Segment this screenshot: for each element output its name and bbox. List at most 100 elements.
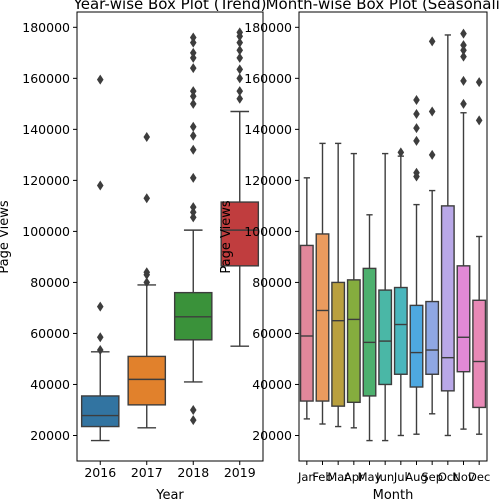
outlier-point — [189, 130, 197, 141]
outlier-point — [413, 95, 420, 106]
y-tick-label: 120000 — [244, 173, 292, 188]
y-tick-label: 100000 — [22, 224, 70, 239]
box-Nov — [456, 28, 471, 430]
outlier-point — [460, 28, 467, 39]
chart-title: Month-wise Box Plot (Seasonality) — [266, 0, 500, 13]
y-tick-label: 140000 — [244, 122, 292, 137]
y-tick-label: 20000 — [30, 428, 70, 443]
box-2018 — [173, 32, 213, 426]
iqr-box — [127, 355, 167, 406]
outlier-point — [236, 93, 244, 104]
outlier-point — [413, 123, 420, 134]
outlier-point — [236, 27, 244, 38]
outlier-point — [96, 301, 104, 312]
axes-frame — [298, 11, 488, 462]
iqr-box — [299, 244, 314, 402]
iqr-box — [331, 281, 346, 407]
outlier-point — [236, 64, 244, 75]
iqr-box — [220, 201, 260, 267]
outlier-point — [460, 98, 467, 109]
outlier-point — [189, 32, 197, 43]
outlier-point — [428, 36, 436, 47]
x-tick-label: Dec — [468, 470, 490, 484]
box-2019 — [220, 27, 260, 347]
box-May — [362, 214, 377, 442]
outlier-point — [428, 149, 436, 160]
outlier-point — [143, 267, 151, 278]
box-Jun — [378, 152, 393, 442]
x-axis-title: Year — [155, 488, 184, 500]
outlier-point — [189, 172, 197, 183]
y-tick-label: 40000 — [252, 377, 292, 392]
outlier-point — [475, 77, 483, 88]
y-tick-label: 120000 — [22, 173, 70, 188]
plot-area: 20000 40000 60000 80000 100000 120000 140000 16… — [22, 11, 264, 480]
box-Oct — [440, 34, 455, 437]
iqr-box — [362, 267, 377, 397]
outlier-point — [460, 51, 467, 62]
outlier-point — [236, 73, 244, 84]
outlier-point — [189, 37, 197, 48]
outlier-point — [413, 167, 420, 178]
box-2017 — [127, 132, 167, 429]
year-wise-box-plot: Year-wise Box Plot (Trend) Year Page Vie… — [0, 0, 266, 500]
iqr-box — [346, 279, 361, 404]
box-Dec — [472, 77, 487, 435]
box-Jul — [393, 147, 408, 437]
outlier-point — [189, 415, 197, 426]
outlier-point — [460, 75, 467, 86]
outlier-point — [189, 121, 197, 132]
iqr-box — [409, 304, 424, 388]
box-Mar — [331, 142, 346, 428]
y-tick-label: 140000 — [22, 122, 70, 137]
iqr-box — [425, 300, 440, 375]
box-2016 — [80, 74, 120, 442]
outlier-point — [189, 47, 197, 58]
x-tick-label: 2019 — [224, 465, 256, 480]
iqr-box — [315, 233, 330, 402]
iqr-box — [456, 265, 471, 373]
x-tick-label: 2017 — [131, 465, 163, 480]
iqr-box — [80, 395, 120, 428]
outlier-point — [475, 115, 483, 126]
outlier-point — [189, 404, 197, 415]
y-tick-label: 80000 — [30, 275, 70, 290]
y-tick-label: 80000 — [252, 275, 292, 290]
outlier-point — [413, 109, 420, 120]
outlier-point — [96, 180, 104, 191]
box-Apr — [346, 152, 361, 429]
box-Aug — [409, 95, 424, 435]
outlier-point — [460, 45, 467, 56]
y-tick-label: 20000 — [252, 428, 292, 443]
iqr-box — [472, 299, 487, 409]
iqr-box — [440, 205, 455, 392]
outlier-point — [236, 86, 244, 97]
outlier-point — [189, 202, 197, 213]
iqr-box — [378, 289, 393, 386]
x-tick-label: Jan — [297, 470, 316, 484]
outlier-point — [460, 40, 467, 51]
outlier-point — [236, 37, 244, 48]
y-tick-label: 60000 — [252, 326, 292, 341]
outlier-point — [143, 277, 151, 288]
x-tick-label: Oct — [438, 470, 458, 484]
y-tick-label: 40000 — [30, 377, 70, 392]
outlier-point — [397, 147, 405, 158]
x-tick-label: Nov — [452, 470, 475, 484]
x-axis-title: Month — [373, 488, 414, 500]
outlier-point — [236, 52, 244, 63]
outlier-point — [413, 135, 420, 146]
x-tick-label: Apr — [344, 470, 364, 484]
x-tick-label: Feb — [312, 470, 332, 484]
outlier-point — [189, 91, 197, 102]
x-tick-label: May — [358, 470, 382, 484]
box-Sep — [425, 36, 440, 415]
x-tick-label: Jul — [393, 470, 408, 484]
outlier-point — [189, 207, 197, 218]
y-tick-label: 100000 — [244, 224, 292, 239]
month-wise-box-plot: Month-wise Box Plot (Seasonality) Month … — [219, 0, 500, 500]
outlier-point — [189, 86, 197, 97]
outlier-point — [189, 144, 197, 155]
outlier-point — [143, 132, 151, 143]
